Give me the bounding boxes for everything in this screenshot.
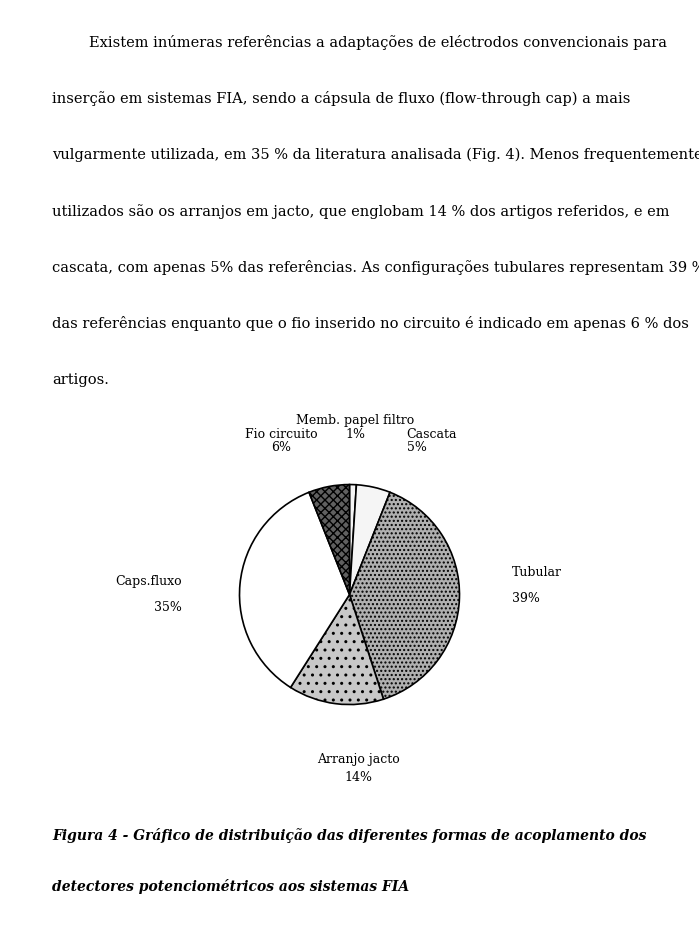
Text: inserção em sistemas FIA, sendo a cápsula de fluxo (flow-through cap) a mais: inserção em sistemas FIA, sendo a cápsul… <box>52 92 630 107</box>
Wedge shape <box>350 484 356 595</box>
Text: Arranjo jacto: Arranjo jacto <box>317 753 400 766</box>
Wedge shape <box>350 484 390 595</box>
Text: 6%: 6% <box>271 440 291 453</box>
Text: Figura 4 - Gráfico de distribuição das diferentes formas de acoplamento dos: Figura 4 - Gráfico de distribuição das d… <box>52 828 647 843</box>
Text: Tubular: Tubular <box>512 566 562 579</box>
Text: 14%: 14% <box>345 770 373 784</box>
Text: Cascata: Cascata <box>407 427 457 440</box>
Text: artigos.: artigos. <box>52 373 109 387</box>
Text: Fio circuito: Fio circuito <box>245 427 317 440</box>
Wedge shape <box>350 492 459 699</box>
Text: das referências enquanto que o fio inserido no circuito é indicado em apenas 6 %: das referências enquanto que o fio inser… <box>52 316 689 331</box>
Text: detectores potenciométricos aos sistemas FIA: detectores potenciométricos aos sistemas… <box>52 880 410 895</box>
Text: vulgarmente utilizada, em 35 % da literatura analisada (Fig. 4). Menos frequente: vulgarmente utilizada, em 35 % da litera… <box>52 148 699 162</box>
Text: cascata, com apenas 5% das referências. As configurações tubulares representam 3: cascata, com apenas 5% das referências. … <box>52 260 699 275</box>
Text: Existem inúmeras referências a adaptações de eléctrodos convencionais para: Existem inúmeras referências a adaptaçõe… <box>52 36 668 50</box>
Wedge shape <box>309 484 350 595</box>
Text: 1%: 1% <box>345 427 365 440</box>
Text: 5%: 5% <box>407 440 426 453</box>
Text: Memb. papel filtro: Memb. papel filtro <box>296 414 414 427</box>
Text: 35%: 35% <box>154 601 182 614</box>
Wedge shape <box>240 492 350 687</box>
Text: utilizados são os arranjos em jacto, que englobam 14 % dos artigos referidos, e : utilizados são os arranjos em jacto, que… <box>52 204 670 219</box>
Wedge shape <box>291 595 384 705</box>
Text: Caps.fluxo: Caps.fluxo <box>115 575 182 588</box>
Text: 39%: 39% <box>512 593 540 606</box>
